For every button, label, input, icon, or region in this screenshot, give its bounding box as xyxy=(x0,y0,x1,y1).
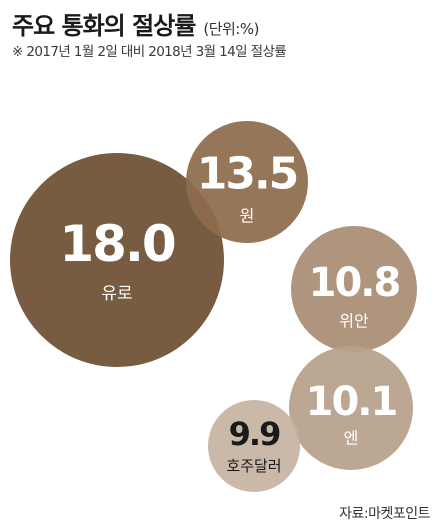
bubble-value-label: 9.9 xyxy=(229,415,280,453)
bubble-value-label: 10.8 xyxy=(309,260,400,306)
bubble-4: 10.1 엔 xyxy=(289,346,413,470)
bubble-value-label: 10.1 xyxy=(306,379,397,425)
title-row: 주요 통화의 절상률 (단위:%) xyxy=(12,6,259,41)
bubble-circle xyxy=(289,346,413,470)
bubble-circle xyxy=(208,400,300,492)
bubble-category-label: 원 xyxy=(240,207,255,226)
bubble-category-label: 호주달러 xyxy=(226,457,281,475)
bubble-3: 10.8 위안 xyxy=(291,226,417,352)
bubble-value-label: 18.0 xyxy=(59,215,175,273)
bubble-circle xyxy=(186,121,308,243)
source-note: 자료:마켓포인트 xyxy=(339,506,430,522)
bubble-circle xyxy=(10,153,224,367)
bubble-category-label: 유로 xyxy=(101,284,132,304)
bubble-category-label: 위안 xyxy=(339,312,369,331)
chart-subtitle: ※ 2017년 1월 2일 대비 2018년 3월 14일 절상률 xyxy=(12,44,287,60)
unit-label: (단위:%) xyxy=(203,20,259,38)
bubble-1: 18.0 유로 xyxy=(10,153,224,367)
bubble-5: 9.9 호주달러 xyxy=(208,400,300,492)
bubble-category-label: 엔 xyxy=(344,429,359,448)
bubble-value-label: 13.5 xyxy=(197,149,298,200)
bubble-2: 13.5 원 xyxy=(186,121,308,243)
bubble-circle xyxy=(291,226,417,352)
chart-title: 주요 통화의 절상률 xyxy=(12,12,196,40)
